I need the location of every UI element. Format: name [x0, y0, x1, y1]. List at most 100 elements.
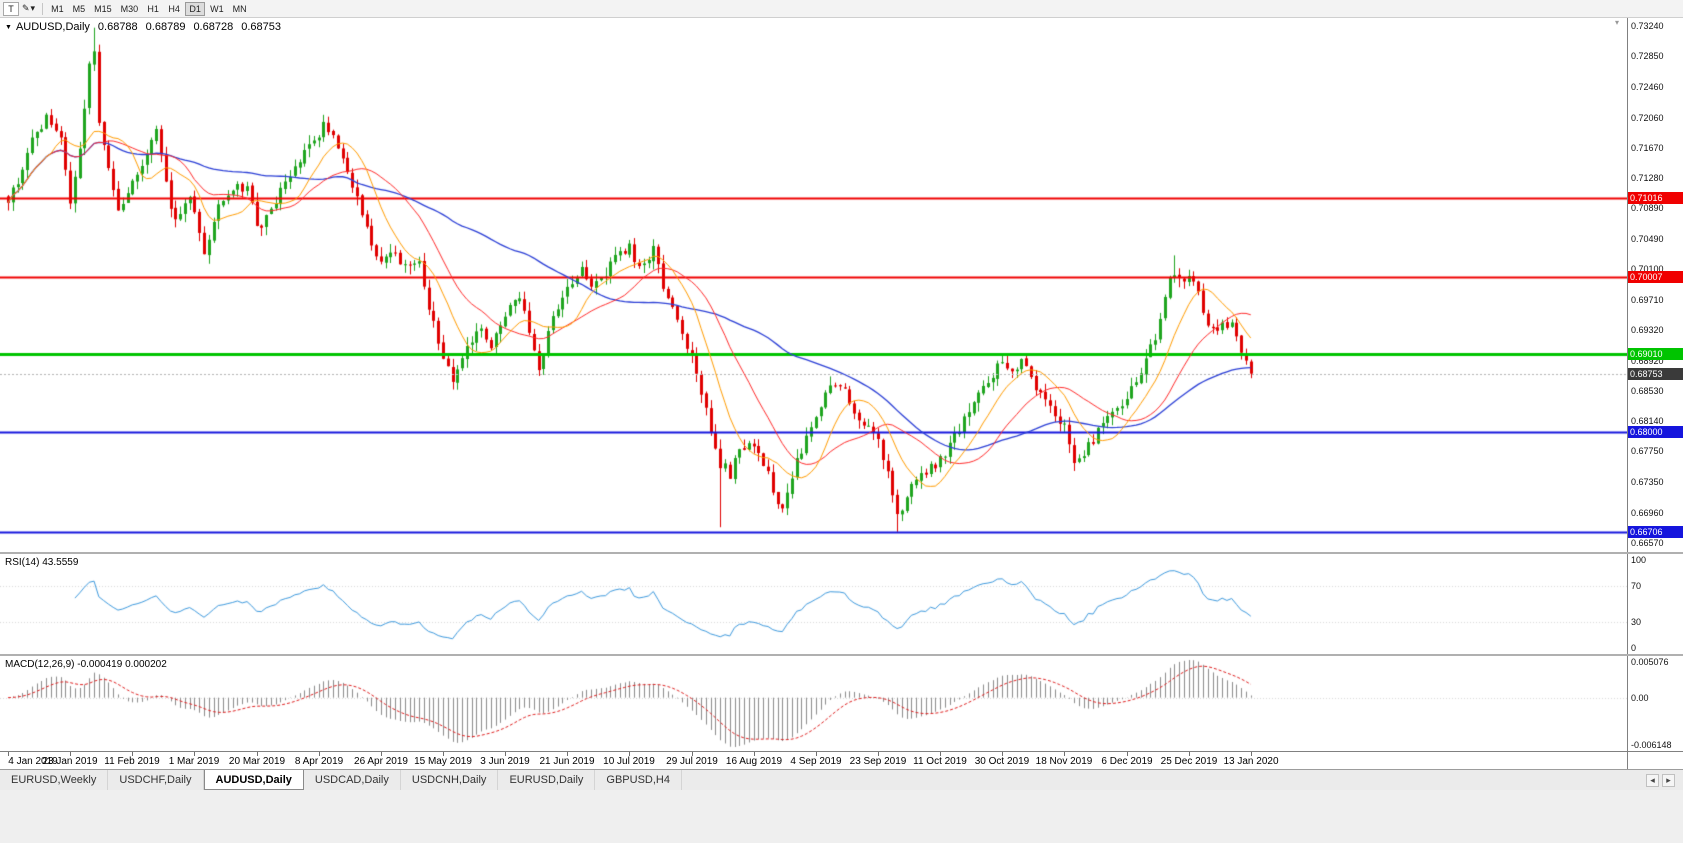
chart-shift-marker[interactable]: ▾	[1614, 18, 1619, 27]
time-tick	[1189, 752, 1190, 756]
time-tick	[1251, 752, 1252, 756]
price-axis-label: 0.72060	[1631, 112, 1664, 123]
macd-axis[interactable]: 0.005076 0.00 -0.006148	[1627, 656, 1683, 751]
timeframe-button-h4[interactable]: H4	[168, 3, 180, 14]
date-label: 25 Dec 2019	[1160, 756, 1218, 767]
tab-scroll-left-button[interactable]: ◂	[1646, 773, 1659, 787]
chart-tab-eurusd-weekly[interactable]: EURUSD,Weekly	[0, 770, 109, 790]
macd-label: MACD(12,26,9) -0.000419 0.000202	[5, 659, 167, 670]
window-background-filler	[0, 790, 1683, 843]
price-tag: 0.66706	[1628, 526, 1683, 539]
macd-plot[interactable]: MACD(12,26,9) -0.000419 0.000202	[0, 656, 1627, 751]
time-tick	[8, 752, 9, 756]
date-label: 11 Oct 2019	[913, 756, 967, 767]
chart-tabs-bar: EURUSD,Weekly USDCHF,Daily AUDUSD,Daily USD…	[0, 769, 1683, 790]
timeframe-toolbar: T ✎ ▾ M1 M5 M15 M30 H1 H4 D1 W1 MN	[0, 0, 1683, 18]
chevron-down-icon: ▾	[30, 3, 36, 13]
panel-splitter[interactable]	[0, 552, 1683, 554]
price-axis-label: 0.69320	[1631, 324, 1664, 335]
price-tag: 0.69010	[1628, 347, 1683, 360]
time-tick	[754, 752, 755, 756]
price-tag: 0.71016	[1628, 192, 1683, 205]
time-tick	[816, 752, 817, 756]
time-tick	[443, 752, 444, 756]
price-axis-label: 0.66570	[1631, 537, 1664, 548]
date-label: 29 Jul 2019	[666, 756, 718, 767]
chart-tabs: EURUSD,Weekly USDCHF,Daily AUDUSD,Daily USD…	[0, 770, 682, 790]
price-axis-label: 0.72850	[1631, 51, 1664, 62]
timeframe-button-mn[interactable]: MN	[232, 3, 247, 14]
time-tick	[878, 752, 879, 756]
price-plot[interactable]: ▼ AUDUSD,Daily 0.68788 0.68789 0.68728 0…	[0, 18, 1627, 552]
rsi-plot[interactable]: RSI(14) 43.5559	[0, 554, 1627, 654]
chart-title-overlay: ▼ AUDUSD,Daily 0.68788 0.68789 0.68728 0…	[5, 21, 281, 33]
price-axis-label: 0.67750	[1631, 446, 1664, 457]
price-axis-label: 0.68530	[1631, 385, 1664, 396]
time-tick	[567, 752, 568, 756]
date-label: 16 Aug 2019	[725, 756, 783, 767]
date-label: 1 Mar 2019	[168, 756, 220, 767]
price-tag: 0.70007	[1628, 270, 1683, 283]
timeframe-button-m1[interactable]: M1	[51, 3, 64, 14]
macd-axis-label: 0.005076	[1631, 657, 1669, 667]
price-axis[interactable]: 0.73240 0.72850 0.72460 0.72060 0.71670 0.712…	[1627, 18, 1683, 552]
timeframe-button-d1[interactable]: D1	[185, 1, 206, 16]
date-label: 23 Sep 2019	[849, 756, 907, 767]
macd-chart-canvas[interactable]	[0, 656, 1627, 751]
drawing-tools-button[interactable]: ✎ ▾	[19, 2, 38, 16]
quote-low: 0.68728	[193, 21, 234, 33]
timeframe-button-m15[interactable]: M15	[94, 3, 112, 14]
chart-tab-eurusd-daily[interactable]: EURUSD,Daily	[498, 770, 596, 790]
timeframe-button-m5[interactable]: M5	[72, 3, 86, 14]
macd-panel: MACD(12,26,9) -0.000419 0.000202 0.00507…	[0, 656, 1683, 751]
time-axis[interactable]: 4 Jan 2019 23 Jan 2019 11 Feb 2019 1 Mar 20…	[0, 752, 1627, 769]
date-label: 4 Jan 2019	[8, 756, 58, 767]
timeframe-button-w1[interactable]: W1	[210, 3, 224, 14]
tab-scroll-arrows: ◂ ▸	[1638, 770, 1683, 790]
panel-splitter[interactable]	[0, 654, 1683, 656]
time-tick	[319, 752, 320, 756]
date-label: 4 Sep 2019	[790, 756, 842, 767]
price-axis-label: 0.72460	[1631, 81, 1664, 92]
date-label: 18 Nov 2019	[1035, 756, 1093, 767]
time-tick	[629, 752, 630, 756]
rsi-chart-canvas[interactable]	[0, 554, 1627, 654]
chart-tab-usdcnh-daily[interactable]: USDCNH,Daily	[401, 770, 499, 790]
chart-tab-audusd-daily[interactable]: AUDUSD,Daily	[203, 770, 304, 790]
price-axis-label: 0.70490	[1631, 234, 1664, 245]
price-axis-label: 0.67350	[1631, 477, 1664, 488]
time-tick	[1127, 752, 1128, 756]
price-axis-label: 0.68920	[1631, 355, 1664, 366]
axis-corner	[1627, 752, 1683, 769]
price-axis-label: 0.70890	[1631, 203, 1664, 214]
date-label: 30 Oct 2019	[974, 756, 1030, 767]
chart-area: ▼ AUDUSD,Daily 0.68788 0.68789 0.68728 0…	[0, 18, 1683, 769]
time-tick	[505, 752, 506, 756]
price-tag: 0.68000	[1628, 425, 1683, 438]
price-axis-label: 0.71280	[1631, 172, 1664, 183]
one-click-trading-icon[interactable]: ▼	[5, 23, 12, 31]
tool-button-t[interactable]: T	[3, 1, 19, 16]
chart-tab-usdchf-daily[interactable]: USDCHF,Daily	[108, 770, 204, 790]
timeframe-button-m30[interactable]: M30	[120, 3, 139, 14]
timeframe-button-h1[interactable]: H1	[147, 3, 159, 14]
date-label: 10 Jul 2019	[603, 756, 655, 767]
macd-axis-label: 0.00	[1631, 692, 1649, 703]
chart-tab-usdcad-daily[interactable]: USDCAD,Daily	[304, 770, 401, 790]
time-tick	[257, 752, 258, 756]
quote-high: 0.68789	[145, 21, 186, 33]
date-label: 21 Jun 2019	[539, 756, 595, 767]
price-tag: 0.68753	[1628, 367, 1683, 380]
rsi-axis[interactable]: 100 70 30 0	[1627, 554, 1683, 654]
rsi-axis-label: 100	[1631, 555, 1647, 565]
time-tick	[1002, 752, 1003, 756]
price-chart-canvas[interactable]	[0, 18, 1627, 552]
toolbar-separator	[42, 2, 44, 15]
timeframe-buttons: M1 M5 M15 M30 H1 H4 D1 W1 MN	[47, 1, 251, 16]
time-tick	[70, 752, 71, 756]
date-label: 8 Apr 2019	[294, 756, 344, 767]
chart-tab-gbpusd-h4[interactable]: GBPUSD,H4	[595, 770, 682, 790]
time-tick	[194, 752, 195, 756]
tab-scroll-right-button[interactable]: ▸	[1662, 773, 1675, 787]
